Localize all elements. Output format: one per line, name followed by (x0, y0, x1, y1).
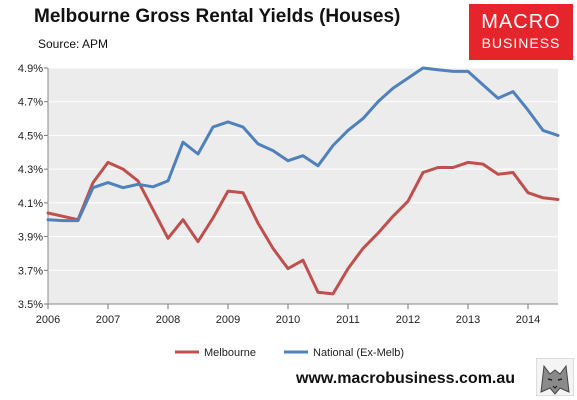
data-point-melbourne (301, 258, 305, 262)
data-point-national-ex-melb (406, 76, 410, 80)
data-point-national-ex-melb (556, 134, 560, 137)
data-point-melbourne (211, 216, 215, 220)
legend-label-national-ex-melb: National (Ex-Melb) (313, 347, 404, 359)
x-tick-label: 2009 (216, 314, 240, 326)
data-point-melbourne (376, 232, 380, 235)
data-point-national-ex-melb (361, 117, 365, 120)
data-point-national-ex-melb (61, 219, 65, 222)
data-point-melbourne (421, 171, 425, 174)
data-point-national-ex-melb (286, 159, 290, 162)
macro-business-logo[interactable]: MACRO BUSINESS (469, 4, 573, 60)
logo-line-business: BUSINESS (481, 35, 561, 51)
y-tick-label: 3.9% (18, 232, 43, 244)
data-point-melbourne (226, 189, 230, 193)
data-point-national-ex-melb (301, 154, 305, 157)
y-tick-label: 4.3% (18, 164, 43, 176)
y-tick-label: 3.5% (18, 299, 43, 311)
data-point-national-ex-melb (376, 100, 380, 103)
data-point-national-ex-melb (496, 97, 500, 100)
data-point-national-ex-melb (196, 152, 200, 156)
chart-title: Melbourne Gross Rental Yields (Houses) (34, 6, 401, 27)
x-tick-label: 2012 (396, 314, 420, 326)
data-point-melbourne (391, 215, 395, 218)
data-point-melbourne (361, 247, 365, 250)
data-point-melbourne (256, 221, 260, 225)
data-point-melbourne (271, 247, 275, 250)
data-point-melbourne (241, 191, 245, 194)
x-tick-label: 2011 (336, 314, 360, 326)
y-tick-label: 4.7% (18, 97, 43, 109)
data-point-melbourne (316, 291, 320, 294)
data-point-melbourne (406, 199, 410, 203)
data-point-melbourne (166, 237, 170, 240)
data-point-national-ex-melb (481, 83, 485, 87)
data-point-national-ex-melb (346, 129, 350, 132)
data-point-melbourne (556, 198, 560, 201)
data-point-national-ex-melb (211, 125, 215, 129)
data-point-national-ex-melb (331, 144, 335, 147)
footer-url[interactable]: www.macrobusiness.com.au (296, 370, 516, 387)
data-point-national-ex-melb (451, 70, 455, 73)
data-point-national-ex-melb (151, 185, 155, 189)
x-tick-label: 2008 (156, 314, 180, 326)
data-point-melbourne (61, 215, 65, 218)
data-point-national-ex-melb (106, 181, 110, 184)
data-point-national-ex-melb (166, 179, 170, 183)
data-point-melbourne (496, 173, 500, 176)
wolf-emblem-icon (536, 358, 574, 396)
data-point-national-ex-melb (511, 90, 515, 93)
data-point-national-ex-melb (121, 186, 125, 189)
data-point-melbourne (106, 161, 110, 164)
data-point-melbourne (331, 292, 335, 296)
data-point-melbourne (346, 267, 350, 270)
y-tick-label: 3.7% (18, 265, 43, 277)
y-tick-label: 4.1% (18, 198, 43, 210)
data-point-national-ex-melb (46, 218, 50, 221)
data-point-national-ex-melb (181, 140, 185, 144)
data-point-national-ex-melb (91, 186, 95, 189)
data-point-melbourne (46, 211, 50, 215)
data-point-national-ex-melb (226, 120, 230, 124)
data-point-national-ex-melb (541, 129, 545, 132)
y-tick-label: 4.9% (18, 63, 43, 75)
logo-line-macro: MACRO (481, 11, 561, 33)
x-tick-label: 2006 (36, 314, 60, 326)
data-point-national-ex-melb (421, 66, 425, 70)
data-point-melbourne (181, 218, 185, 221)
data-point-national-ex-melb (271, 149, 275, 152)
data-point-national-ex-melb (136, 183, 140, 186)
data-point-melbourne (286, 267, 290, 270)
data-point-melbourne (151, 208, 155, 211)
y-tick-label: 4.5% (18, 130, 43, 142)
data-point-melbourne (451, 166, 455, 169)
data-point-melbourne (511, 171, 515, 174)
data-point-national-ex-melb (316, 164, 320, 167)
data-point-melbourne (541, 196, 545, 199)
data-point-melbourne (466, 161, 470, 164)
legend-label-melbourne: Melbourne (204, 347, 256, 359)
data-point-national-ex-melb (256, 142, 260, 146)
data-point-melbourne (481, 162, 485, 166)
data-point-national-ex-melb (526, 108, 530, 112)
data-point-national-ex-melb (391, 87, 395, 90)
x-tick-label: 2010 (276, 314, 300, 326)
x-tick-label: 2014 (516, 314, 540, 326)
data-point-national-ex-melb (436, 68, 440, 71)
data-point-national-ex-melb (76, 219, 80, 222)
data-point-national-ex-melb (466, 70, 470, 73)
x-tick-label: 2013 (456, 314, 480, 326)
data-point-melbourne (91, 181, 95, 184)
data-point-melbourne (436, 166, 440, 169)
data-point-melbourne (121, 167, 125, 171)
chart-source: Source: APM (38, 37, 109, 51)
data-point-melbourne (136, 179, 140, 183)
data-point-national-ex-melb (241, 125, 245, 129)
data-point-melbourne (196, 240, 200, 243)
x-tick-label: 2007 (96, 314, 120, 326)
data-point-melbourne (526, 191, 530, 194)
